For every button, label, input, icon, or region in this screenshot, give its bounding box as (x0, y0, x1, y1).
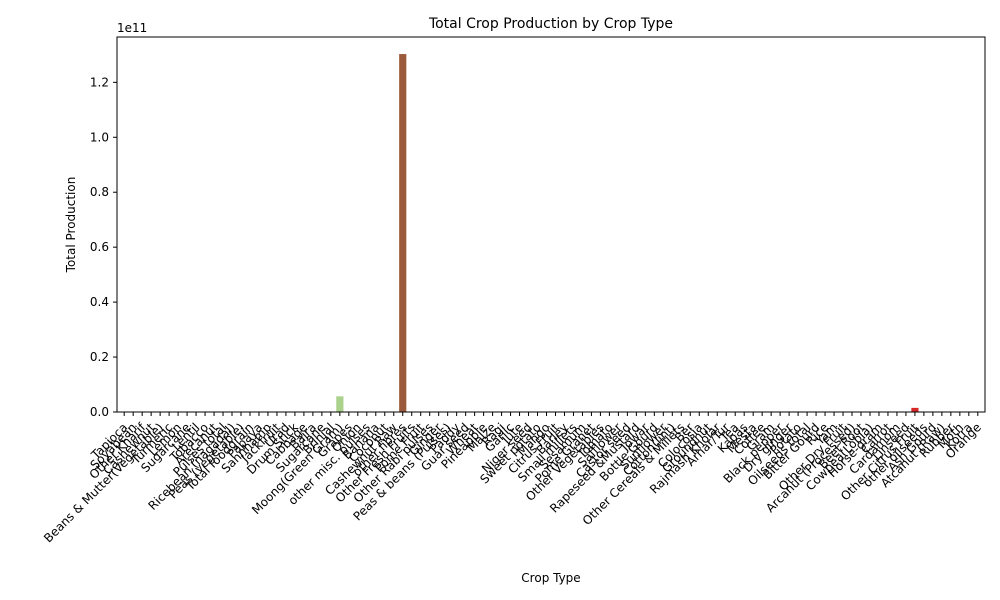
y-tick-label: 0.2 (90, 350, 109, 364)
y-tick-label: 0.8 (90, 185, 109, 199)
y-tick-label: 0.6 (90, 240, 109, 254)
y-axis-ticks: 0.0 0.2 0.4 0.6 0.8 1.0 1.2 (90, 75, 117, 419)
bars-group (255, 54, 919, 413)
y-axis-title: Total Production (64, 177, 78, 274)
x-axis-title: Crop Type (521, 571, 580, 585)
y-tick-label: 0.4 (90, 295, 109, 309)
plot-frame (116, 36, 986, 413)
bar-24 (336, 396, 344, 412)
y-tick-label: 0.0 (90, 405, 109, 419)
bar-88 (911, 407, 919, 412)
y-axis-multiplier: 1e11 (117, 21, 147, 35)
chart-title: Total Crop Production by Crop Type (428, 16, 673, 32)
y-tick-label: 1.0 (90, 130, 109, 144)
y-tick-label: 1.2 (90, 75, 109, 89)
bar-31 (399, 54, 407, 413)
